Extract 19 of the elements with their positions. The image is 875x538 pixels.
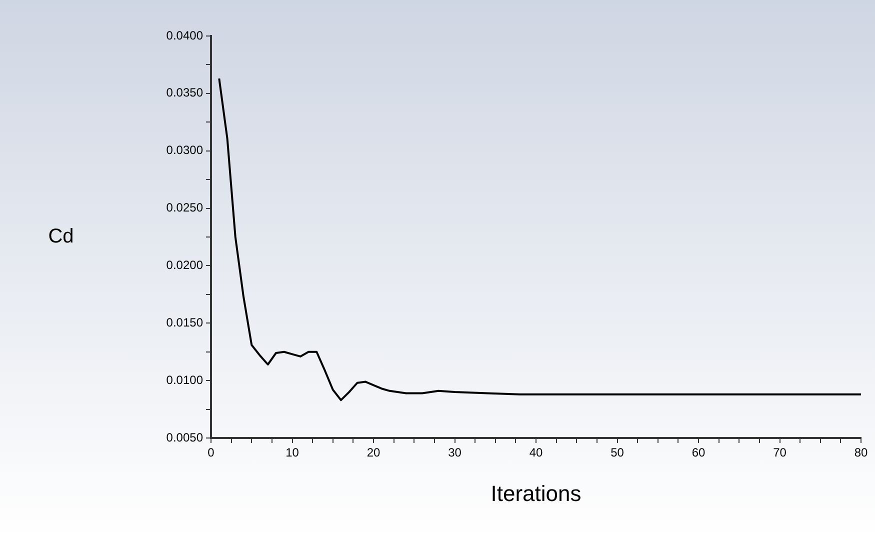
y-tick-label: 0.0050 [166,430,204,444]
x-tick-label: 0 [208,446,215,460]
y-tick-label: 0.0400 [166,28,204,42]
x-tick-label: 30 [448,446,462,460]
y-tick-label: 0.0150 [166,315,204,330]
x-tick-label: 40 [529,446,543,460]
x-tick-label: 20 [366,446,380,460]
y-tick-label: 0.0300 [166,143,204,158]
x-axis-title: Iterations [490,481,582,506]
x-tick-label: 70 [773,446,787,460]
y-tick-label: 0.0350 [166,86,204,100]
y-tick-label: 0.0100 [166,372,204,387]
x-tick-label: 80 [854,446,868,460]
x-tick-label: 10 [286,446,300,460]
x-tick-label: 60 [692,446,706,460]
x-tick-label: 50 [610,446,624,460]
y-tick-label: 0.0250 [166,200,204,215]
y-tick-label: 0.0200 [166,258,204,272]
y-axis-title: Cd [48,226,74,248]
